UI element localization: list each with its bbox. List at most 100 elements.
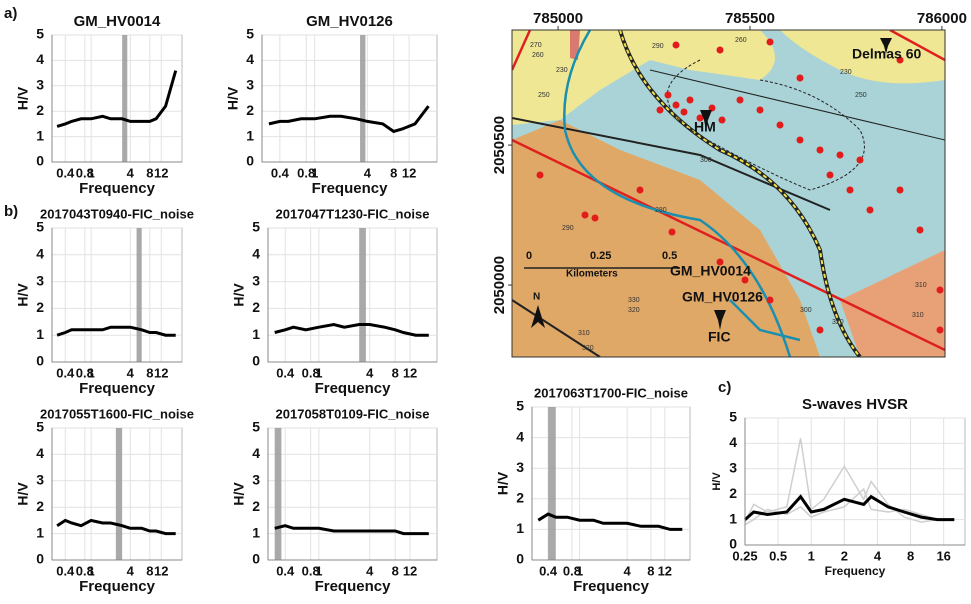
y-tick-label: 4 <box>729 434 737 450</box>
x-tick-label: 0.8 <box>297 165 315 180</box>
y-tick-label: 4 <box>516 428 524 444</box>
series-line <box>56 70 178 128</box>
contour-labels: 270 260 250 230 290 260 250 230 280 290 … <box>530 37 927 352</box>
contour-label: 250 <box>855 92 867 99</box>
plot-area <box>267 427 438 561</box>
panel-label: b) <box>4 203 18 220</box>
y-tick-label: 1 <box>36 127 44 143</box>
x-tick-label: 0.4 <box>271 165 290 180</box>
x-tick-label: 8 <box>392 365 399 380</box>
track <box>666 59 865 191</box>
contour-label: 300 <box>700 157 712 164</box>
y-tick-label: 3 <box>36 77 44 93</box>
frequency-band <box>115 428 123 560</box>
north-arrow <box>531 305 545 328</box>
contour-label: 260 <box>532 52 544 59</box>
river <box>563 30 792 357</box>
y-tick-label: 4 <box>36 246 44 262</box>
series-line <box>537 512 683 531</box>
contour-label: 260 <box>735 37 747 44</box>
chart-title: S-waves HVSR <box>802 396 908 413</box>
fault <box>512 30 532 71</box>
station-dots <box>536 38 944 334</box>
map: 270 260 250 230 290 260 250 230 280 290 … <box>512 30 945 357</box>
y-tick-label: 5 <box>36 219 44 235</box>
x-tick-label: 0.4 <box>539 563 558 578</box>
panel-label: c) <box>718 379 731 396</box>
panel-label: a) <box>4 5 17 22</box>
fault <box>649 69 945 141</box>
y-axis-label: H/V <box>711 472 723 491</box>
series-line <box>274 524 429 536</box>
y-tick-label: 5 <box>252 219 260 235</box>
contour-label: 320 <box>832 319 844 326</box>
contour-label: 320 <box>628 307 640 314</box>
plot-area <box>744 417 966 546</box>
x-tick-label: 4 <box>366 563 374 578</box>
plot-area <box>267 227 438 363</box>
map-y-label: 2050000 <box>491 256 508 314</box>
map-y-label: 2050500 <box>491 116 508 174</box>
x-axis-label: Frequency <box>79 578 156 595</box>
series-line <box>56 325 176 337</box>
y-axis-label: H/V <box>15 86 31 110</box>
scale-label: 0 <box>526 250 532 262</box>
x-tick-label: 0.4 <box>276 365 295 380</box>
y-tick-label: 2 <box>729 485 737 501</box>
y-tick-label: 5 <box>252 419 260 435</box>
y-tick-label: 2 <box>252 498 260 514</box>
y-axis-label: H/V <box>495 471 511 495</box>
y-tick-label: 2 <box>246 102 254 118</box>
contour-label: 310 <box>915 282 927 289</box>
y-tick-label: 3 <box>516 459 524 475</box>
frequency-band <box>359 228 366 362</box>
x-tick-label: 12 <box>403 365 417 380</box>
x-tick-label: 1 <box>808 548 815 563</box>
x-tick-label: 12 <box>154 365 168 380</box>
map-unit <box>512 120 820 357</box>
scale-label: 0.25 <box>590 250 611 262</box>
y-tick-label: 4 <box>252 445 260 461</box>
x-tick-label: 0.25 <box>732 548 757 563</box>
map-unit <box>840 250 945 357</box>
y-tick-label: 3 <box>252 272 260 288</box>
contour-label: 230 <box>840 69 852 76</box>
y-tick-label: 0 <box>36 551 44 567</box>
y-tick-label: 0 <box>252 551 260 567</box>
x-tick-label: 16 <box>936 548 950 563</box>
map-label: Delmas 60 <box>852 46 921 62</box>
contour-label: 320 <box>582 345 594 352</box>
x-tick-label: 0.8 <box>302 563 320 578</box>
chart-title: 2017055T1600-FIC_noise <box>40 406 194 421</box>
map-x-label: 786000 <box>917 10 967 27</box>
x-tick-label: 0.4 <box>56 563 75 578</box>
x-tick-label: 1 <box>315 365 322 380</box>
map-x-label: 785500 <box>725 10 775 27</box>
plot-area <box>51 34 183 163</box>
map-unit <box>780 30 945 84</box>
x-tick-label: 0.8 <box>76 365 94 380</box>
y-tick-label: 3 <box>729 460 737 476</box>
y-tick-label: 1 <box>252 326 260 342</box>
chart: 0 1 2 3 4 5 0.25 0.5 1 2 4 8 16 S-waves HVSR Frequency… <box>711 396 966 578</box>
fault <box>512 299 601 357</box>
x-tick-label: 1 <box>88 165 95 180</box>
y-tick-label: 3 <box>36 472 44 488</box>
frequency-band <box>274 428 282 560</box>
contour-label: 310 <box>912 312 924 319</box>
x-tick-label: 4 <box>624 563 632 578</box>
y-tick-label: 1 <box>246 127 254 143</box>
x-tick-label: 8 <box>146 165 153 180</box>
x-tick-label: 8 <box>390 165 397 180</box>
map-x-label: 785000 <box>533 10 583 27</box>
y-tick-label: 5 <box>246 26 254 42</box>
frequency-band <box>548 407 556 560</box>
x-axis-label: Frequency <box>573 578 650 595</box>
x-axis-label: Frequency <box>315 380 392 397</box>
y-tick-label: 3 <box>246 77 254 93</box>
